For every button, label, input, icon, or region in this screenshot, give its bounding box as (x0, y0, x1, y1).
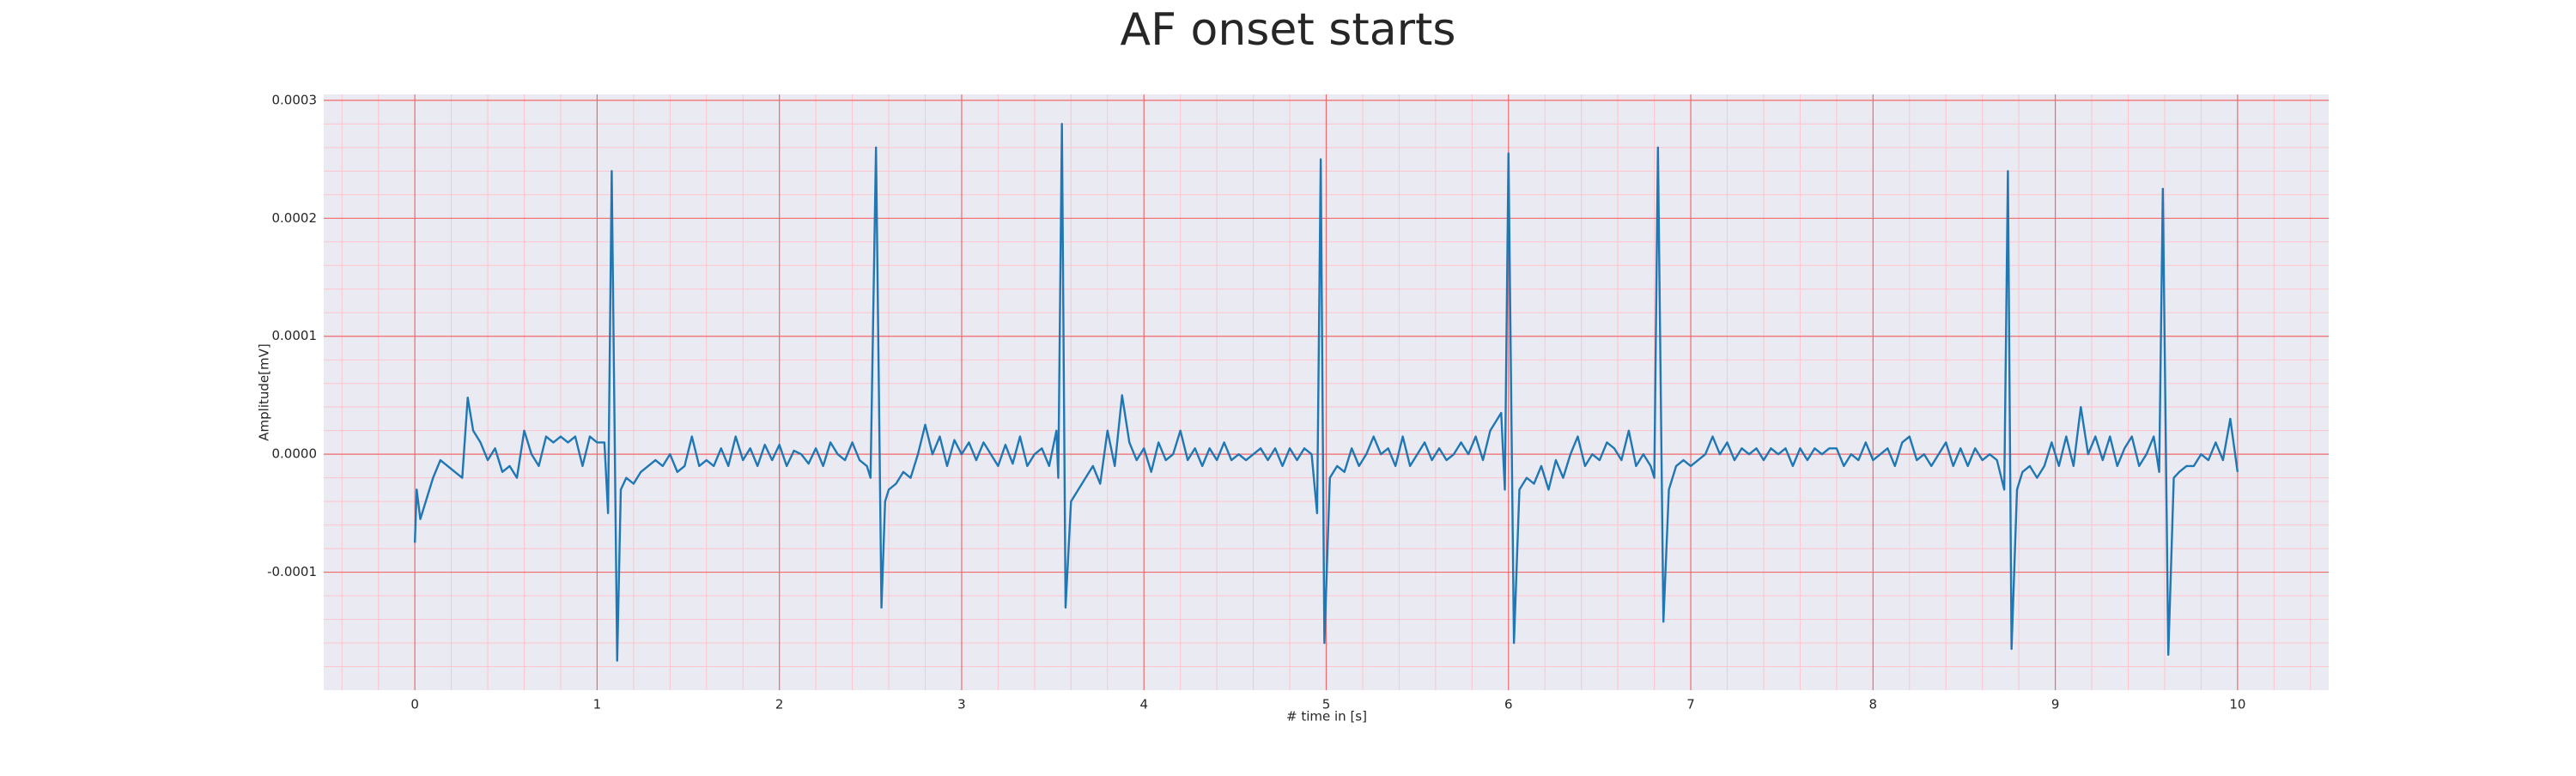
x-tick-label: 1 (593, 697, 602, 712)
x-tick-label: 0 (410, 697, 419, 712)
x-tick-label: 9 (2051, 697, 2060, 712)
y-tick-label: -0.0001 (267, 564, 317, 579)
x-tick-label: 6 (1504, 697, 1513, 712)
x-tick-label: 2 (775, 697, 784, 712)
labels: 0 1 2 3 4 5 6 7 8 9 10 -0.0001 0.0000 0.0001 0.0002 0.0… (267, 92, 2245, 712)
x-tick-label: 7 (1686, 697, 1695, 712)
x-axis-label: # time in [s] (1286, 709, 1367, 724)
y-axis-label: Amplitude[mV] (257, 343, 272, 440)
x-tick-label: 10 (2229, 697, 2245, 712)
x-tick-label: 3 (957, 697, 966, 712)
x-tick-label: 4 (1139, 697, 1148, 712)
marks (413, 123, 2239, 662)
y-tick-label: 0.0000 (272, 446, 318, 462)
x-tick-label: 5 (1322, 697, 1331, 712)
ecg-line (413, 123, 2239, 662)
y-tick-label: 0.0001 (272, 328, 318, 343)
y-tick-label: 0.0003 (272, 92, 318, 107)
chart-title: AF onset starts (1121, 4, 1456, 56)
x-tick-label: 8 (1869, 697, 1878, 712)
y-tick-label: 0.0002 (272, 210, 318, 226)
